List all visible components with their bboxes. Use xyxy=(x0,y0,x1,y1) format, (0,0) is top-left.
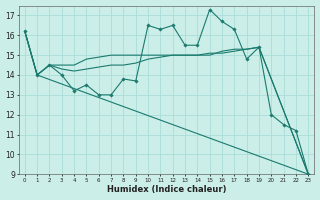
X-axis label: Humidex (Indice chaleur): Humidex (Indice chaleur) xyxy=(107,185,226,194)
